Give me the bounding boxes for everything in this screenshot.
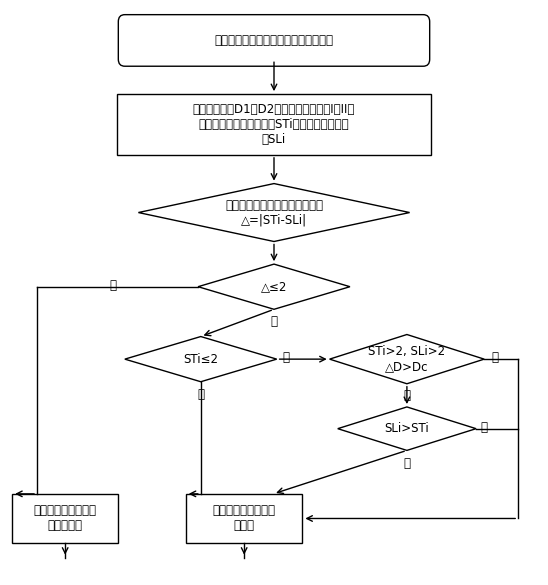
FancyBboxPatch shape (118, 15, 430, 66)
Text: 是: 是 (197, 387, 204, 401)
Text: 否: 否 (480, 421, 487, 434)
Text: STi≤2: STi≤2 (183, 353, 218, 366)
Text: 保持可变道导向车道
为直行车道: 保持可变道导向车道 为直行车道 (33, 504, 96, 532)
Text: 高清视频单元D1、D2通过虚拟检测位置I、II采
集分析直行车辆停车次数STi和左转车辆停车次
数SLi: 高清视频单元D1、D2通过虚拟检测位置I、II采 集分析直行车辆停车次数STi和… (193, 103, 355, 146)
Polygon shape (125, 336, 277, 382)
Polygon shape (198, 264, 350, 309)
Bar (12, 494, 118, 543)
Polygon shape (338, 407, 476, 450)
Text: 两种转向车流的车辆停车次数差
△=|STi-SLi|: 两种转向车流的车辆停车次数差 △=|STi-SLi| (225, 198, 323, 226)
Text: 否: 否 (271, 315, 277, 328)
Bar (186, 494, 302, 543)
Text: 是: 是 (403, 388, 410, 402)
Text: 可变道导向车道为左
转车道: 可变道导向车道为左 转车道 (213, 504, 276, 532)
Polygon shape (329, 335, 484, 384)
Text: △≤2: △≤2 (261, 280, 287, 293)
Text: STi>2, SLi>2
△D>Dc: STi>2, SLi>2 △D>Dc (368, 345, 446, 373)
Text: 否: 否 (491, 352, 498, 364)
Text: 否: 否 (282, 352, 289, 364)
Bar (117, 94, 431, 155)
Text: 是: 是 (403, 457, 410, 470)
Text: 是: 是 (110, 279, 117, 292)
Polygon shape (139, 184, 409, 242)
Text: 可变导向车道初始行驶方向为直行车道: 可变导向车道初始行驶方向为直行车道 (214, 34, 334, 47)
Text: SLi>STi: SLi>STi (385, 422, 429, 435)
